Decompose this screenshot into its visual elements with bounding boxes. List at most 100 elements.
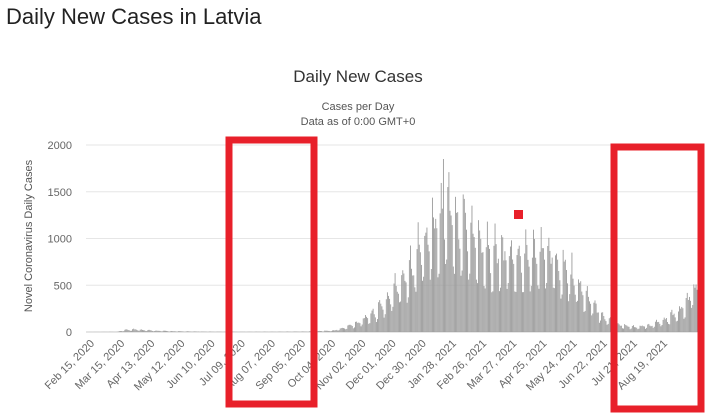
bar (138, 330, 140, 332)
bar (441, 208, 443, 332)
bar (618, 324, 620, 332)
bar (683, 318, 685, 332)
bar (509, 246, 511, 332)
bar (137, 330, 139, 332)
bar (155, 330, 157, 332)
red-marker (514, 210, 523, 219)
bar (480, 238, 482, 332)
bar (526, 244, 528, 332)
bar (485, 247, 487, 332)
bar (195, 331, 197, 332)
bar (562, 249, 564, 332)
bar (643, 326, 645, 332)
bar (405, 282, 407, 332)
bar (287, 331, 288, 332)
bar (392, 306, 394, 332)
bar (168, 331, 170, 332)
bar (330, 331, 332, 332)
bar (147, 330, 149, 332)
bar (429, 279, 431, 332)
bar (156, 330, 158, 332)
bar (657, 322, 659, 332)
bar (418, 244, 420, 332)
bar (339, 328, 341, 332)
bar (650, 326, 652, 332)
bar (457, 212, 459, 332)
bar (336, 329, 338, 332)
bar (394, 273, 396, 332)
bar (414, 287, 416, 332)
bar (566, 269, 567, 332)
bar (178, 331, 180, 332)
bar (608, 318, 610, 332)
bar (523, 292, 525, 332)
bar (493, 245, 495, 332)
bar (637, 329, 639, 332)
bar (390, 304, 392, 332)
bar (631, 325, 633, 332)
bar (573, 285, 575, 332)
bar (675, 321, 677, 332)
bar (132, 329, 134, 332)
bar (341, 327, 343, 332)
bar (430, 269, 432, 332)
bar (179, 331, 181, 332)
bar (372, 308, 374, 332)
bar (567, 283, 568, 332)
bar (691, 307, 693, 332)
bar (540, 227, 542, 332)
bar (380, 303, 382, 332)
bar (333, 330, 335, 332)
bar (166, 330, 168, 332)
bar (583, 311, 585, 332)
bar (434, 228, 436, 332)
bar (469, 273, 471, 332)
bar (351, 325, 353, 332)
bar (401, 275, 403, 332)
bar (129, 330, 131, 332)
bar (188, 331, 190, 332)
bar (416, 249, 418, 332)
bar (689, 296, 690, 332)
bar (635, 327, 637, 332)
bar (148, 329, 150, 332)
highlight-box-right (610, 143, 705, 413)
y-tick-label: 0 (66, 327, 72, 339)
bar (410, 245, 411, 332)
y-tick-label: 1000 (48, 234, 72, 246)
bar (172, 331, 174, 332)
bar (474, 247, 476, 332)
bar (302, 331, 304, 332)
bar (449, 210, 451, 332)
bar (442, 159, 444, 332)
bar (592, 313, 594, 332)
bar (641, 325, 643, 332)
bar (481, 252, 483, 332)
bar (364, 315, 366, 332)
bar (403, 273, 405, 332)
bar (422, 280, 423, 332)
bar (595, 303, 597, 332)
bar (625, 325, 627, 332)
bar (340, 328, 342, 332)
bar (397, 293, 399, 332)
bar (531, 257, 533, 332)
bar (293, 331, 295, 332)
bar (170, 330, 172, 332)
bar (512, 259, 514, 332)
bar (428, 251, 430, 332)
bar (664, 319, 666, 332)
bar (122, 331, 124, 332)
bar (535, 257, 537, 332)
bar (541, 248, 543, 332)
bar (361, 324, 363, 332)
bar (159, 330, 161, 332)
highlight-box-left (225, 136, 318, 408)
bar (676, 320, 678, 332)
bar (694, 287, 696, 332)
bar (597, 312, 599, 332)
bar (656, 319, 657, 332)
bar (673, 313, 675, 332)
